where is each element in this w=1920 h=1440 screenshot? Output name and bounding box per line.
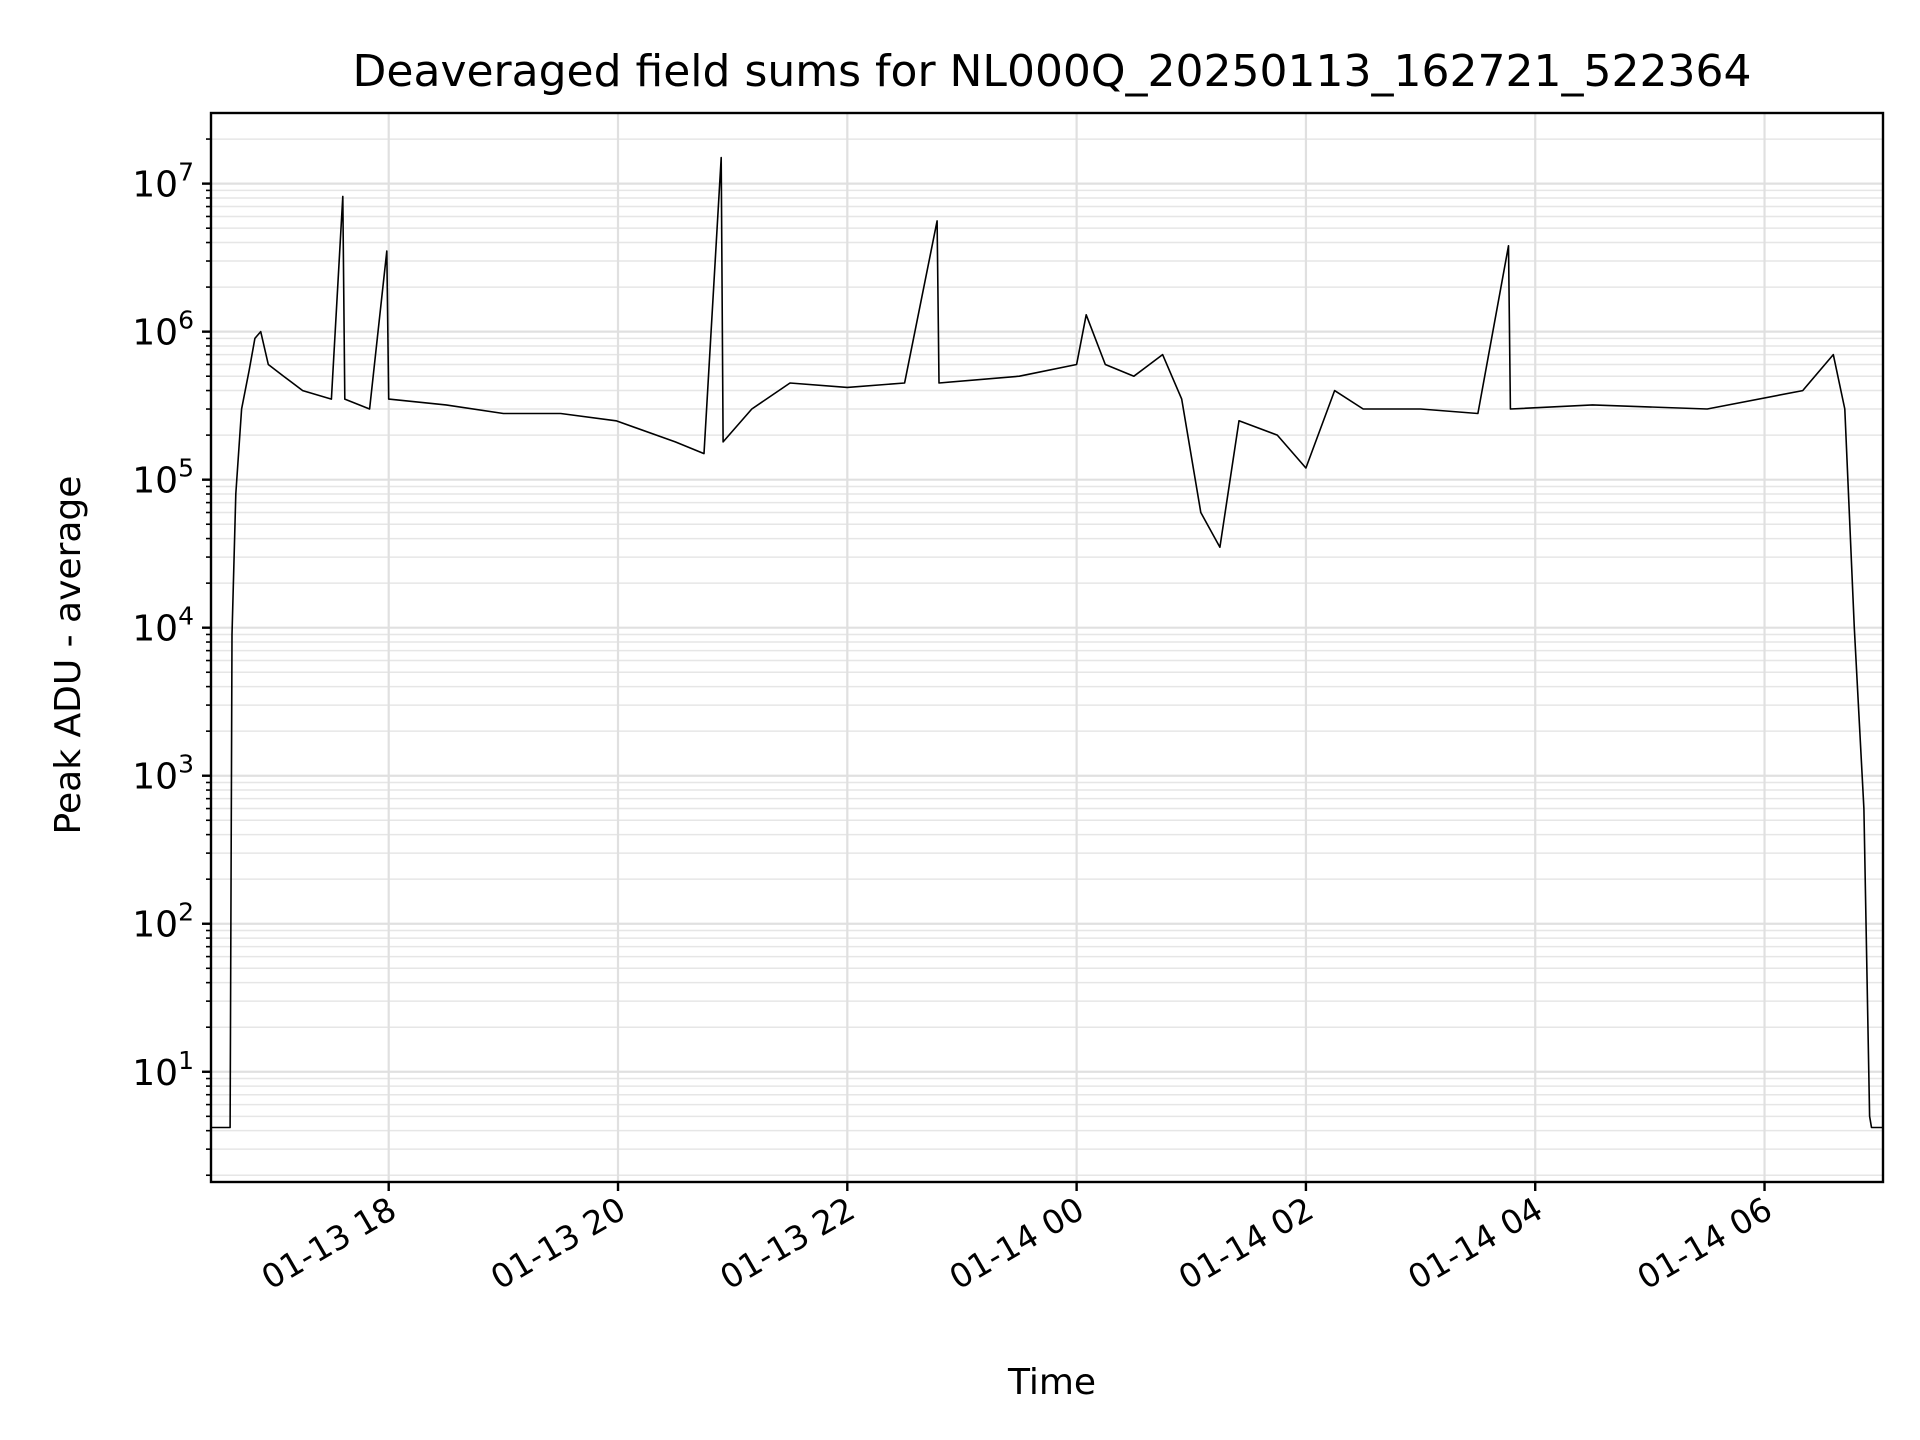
x-tick-labels: 01-13 18 01-13 20 01-13 22 01-14 00 01-14 02… [255,1189,1779,1297]
series-line [211,156,1883,1129]
x-axis-label: Time [1007,1362,1096,1403]
x-tick-label: 01-14 04 [1401,1189,1549,1297]
plot-frame [209,111,1885,1184]
x-tick-label: 01-14 06 [1631,1189,1779,1297]
grid [211,113,1883,1182]
y-tick-label: 105 [132,454,194,502]
y-tick-label: 107 [132,158,194,206]
y-tick-label: 102 [132,898,194,946]
x-tick-label: 01-13 20 [484,1189,632,1297]
y-tick-label: 103 [132,750,194,798]
axes [202,111,1885,1191]
x-tick-label: 01-14 02 [1172,1189,1320,1297]
y-axis-label: Peak ADU - average [48,476,89,835]
y-tick-labels: 101 102 103 104 105 106 107 [132,158,194,1094]
y-tick-label: 104 [132,602,194,650]
y-tick-label: 106 [132,306,194,354]
x-tick-label: 01-13 18 [255,1189,403,1297]
x-tick-label: 01-14 00 [943,1189,1091,1297]
x-tick-label: 01-13 22 [713,1189,861,1297]
chart-title: Deaveraged field sums for NL000Q_2025011… [353,46,1752,97]
y-tick-label: 101 [132,1046,194,1094]
